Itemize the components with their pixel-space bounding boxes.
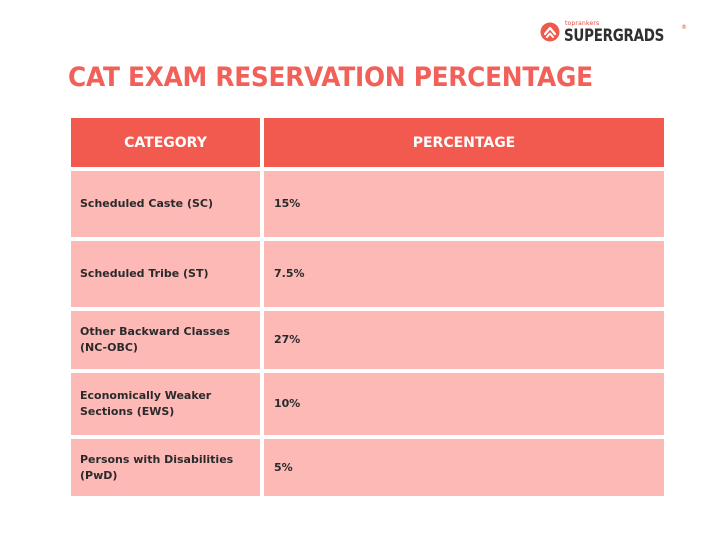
header-category: CATEGORY: [71, 118, 260, 167]
table-row: Scheduled Tribe (ST) 7.5%: [71, 241, 664, 307]
percentage-cell: 27%: [264, 311, 664, 369]
table-row: Other Backward Classes (NC-OBC) 27%: [71, 311, 664, 369]
table-row: Economically Weaker Sections (EWS) 10%: [71, 373, 664, 435]
percentage-cell: 15%: [264, 171, 664, 237]
table-row: Persons with Disabilities (PwD) 5%: [71, 439, 664, 496]
category-cell: Persons with Disabilities (PwD): [71, 439, 260, 496]
page-title: CAT EXAM RESERVATION PERCENTAGE: [68, 62, 593, 93]
category-cell: Scheduled Tribe (ST): [71, 241, 260, 307]
percentage-cell: 7.5%: [264, 241, 664, 307]
brand-small-text: toprankers: [565, 20, 600, 27]
brand-logo: toprankers SUPERGRADS ®: [540, 20, 690, 48]
brand-name: SUPERGRADS: [564, 26, 665, 46]
header-percentage: PERCENTAGE: [264, 118, 664, 167]
category-cell: Scheduled Caste (SC): [71, 171, 260, 237]
reservation-table: CATEGORY PERCENTAGE Scheduled Caste (SC)…: [71, 118, 664, 500]
table-row: Scheduled Caste (SC) 15%: [71, 171, 664, 237]
category-cell: Other Backward Classes (NC-OBC): [71, 311, 260, 369]
table-header-row: CATEGORY PERCENTAGE: [71, 118, 664, 167]
registered-mark: ®: [681, 24, 687, 31]
category-cell: Economically Weaker Sections (EWS): [71, 373, 260, 435]
percentage-cell: 5%: [264, 439, 664, 496]
percentage-cell: 10%: [264, 373, 664, 435]
supergrads-logo-icon: [540, 22, 560, 42]
